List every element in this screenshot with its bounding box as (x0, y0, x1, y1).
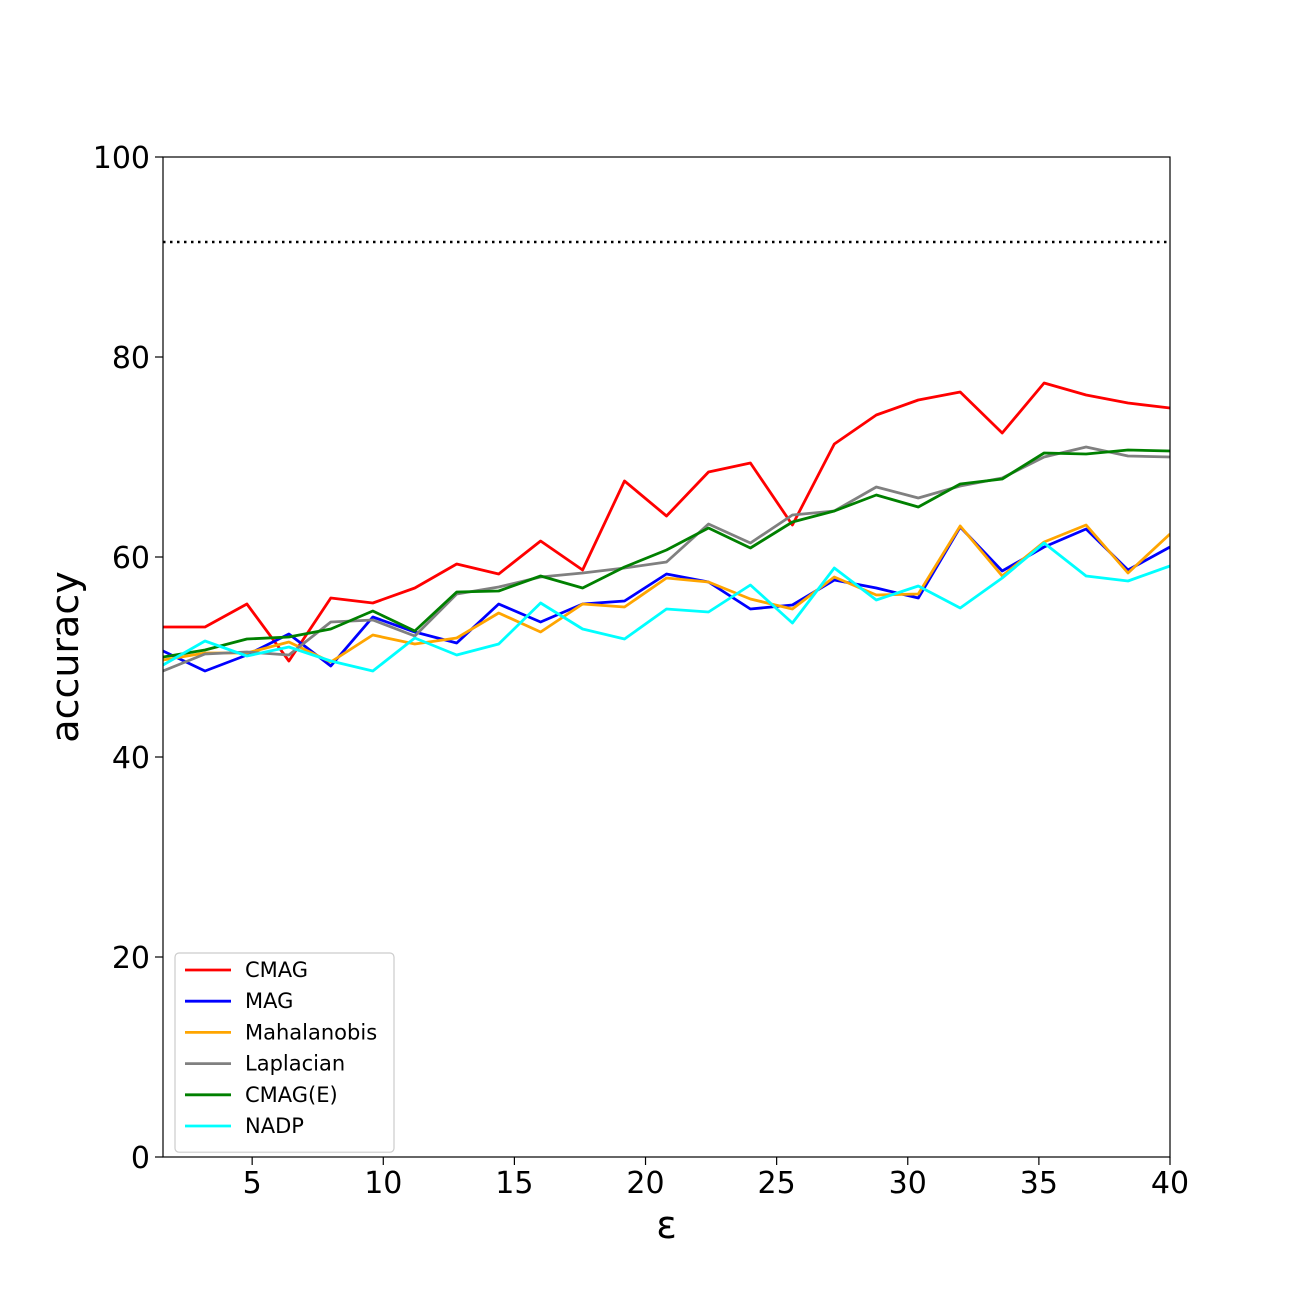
y-tick-label: 40 (112, 741, 150, 776)
x-tick-label: 25 (758, 1166, 796, 1201)
legend-label-mahalanobis: Mahalanobis (245, 1020, 377, 1044)
x-tick-label: 10 (364, 1166, 402, 1201)
series-line-nadp (163, 541, 1170, 673)
x-tick-label: 30 (889, 1166, 927, 1201)
plot-frame (162, 156, 1171, 1158)
legend-label-cmag-e: CMAG(E) (245, 1083, 338, 1107)
y-tick-label: 80 (112, 341, 150, 376)
series-line-mahalanobis (163, 523, 1170, 664)
x-axis-title: ε (656, 1203, 677, 1247)
legend-label-mag: MAG (245, 989, 293, 1013)
legend-box (174, 952, 395, 1153)
y-axis-title: accuracy (43, 571, 87, 742)
y-tick-label: 0 (131, 1141, 150, 1176)
x-tick-label: 5 (243, 1166, 262, 1201)
y-tick-label: 20 (112, 941, 150, 976)
x-tick-label: 40 (1151, 1166, 1189, 1201)
legend-label-laplacian: Laplacian (245, 1052, 345, 1076)
y-tick-label: 100 (93, 141, 150, 176)
legend-label-nadp: NADP (245, 1114, 304, 1138)
series-line-cmag-e (163, 448, 1170, 659)
legend-label-cmag: CMAG (245, 958, 308, 982)
x-tick-label: 20 (626, 1166, 664, 1201)
y-tick-label: 60 (112, 541, 150, 576)
x-tick-label: 35 (1020, 1166, 1058, 1201)
series-line-laplacian (163, 445, 1170, 673)
series-line-mag (163, 525, 1170, 673)
x-tick-label: 15 (495, 1166, 533, 1201)
series-line-cmag (163, 381, 1170, 663)
